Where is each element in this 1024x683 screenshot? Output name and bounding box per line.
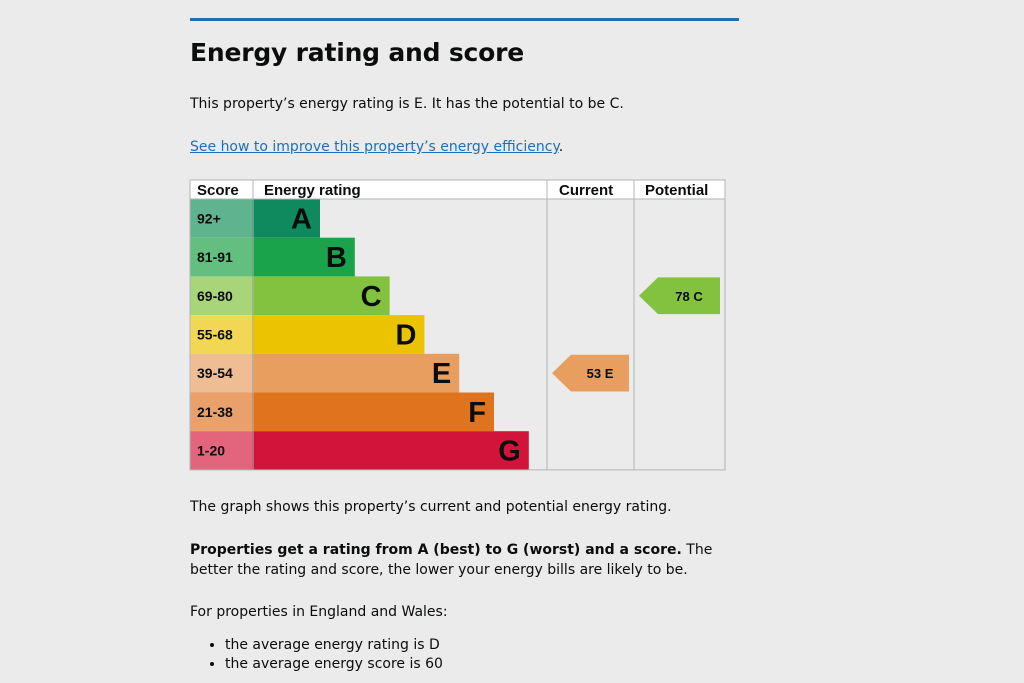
rating-bar	[252, 315, 425, 354]
graph-note: The graph shows this property’s current …	[190, 499, 672, 515]
column-header: Current	[559, 182, 613, 199]
score-cell	[190, 431, 253, 470]
rating-columns-bg	[547, 199, 725, 470]
column-header: Energy rating	[264, 182, 361, 199]
table-border	[189, 179, 726, 471]
rating-letter: G	[498, 436, 521, 468]
top-rule	[190, 18, 739, 21]
page-title: Energy rating and score	[190, 38, 524, 67]
averages-intro: For properties in England and Wales:	[190, 604, 448, 620]
score-label: 1-20	[197, 443, 225, 459]
score-cell	[190, 392, 253, 432]
rating-bar	[252, 392, 494, 432]
score-label: 69-80	[197, 288, 233, 304]
rating-bar	[252, 353, 460, 393]
rating-letter: D	[395, 319, 416, 351]
potential-rating-label: 78 C	[675, 289, 703, 304]
intro-text: This property’s energy rating is E. It h…	[190, 96, 624, 112]
rating-bar	[252, 276, 390, 316]
rating-letter: F	[468, 397, 486, 429]
rating-bar	[252, 237, 355, 277]
improve-link[interactable]: See how to improve this property’s energ…	[190, 139, 559, 155]
averages-list: the average energy rating is D the avera…	[190, 636, 443, 674]
score-cell	[190, 276, 253, 316]
rating-letter: B	[326, 242, 347, 274]
list-item: the average energy rating is D	[225, 636, 443, 655]
ratings-bold: Properties get a rating from A (best) to…	[190, 542, 682, 558]
column-header: Score	[197, 182, 239, 199]
score-label: 55-68	[197, 326, 233, 342]
rating-letter: C	[361, 281, 382, 313]
current-rating-label: 53 E	[587, 366, 614, 381]
ratings-rest: The better the rating and score, the low…	[190, 542, 713, 578]
column-header: Potential	[645, 182, 708, 199]
current-rating-arrow	[552, 354, 629, 392]
potential-rating-arrow	[639, 277, 720, 315]
rating-bar	[252, 431, 529, 470]
list-item: the average energy score is 60	[225, 655, 443, 674]
score-label: 21-38	[197, 404, 233, 420]
rating-bar	[252, 199, 320, 238]
score-label: 39-54	[197, 365, 233, 381]
ratings-explanation: Properties get a rating from A (best) to…	[190, 540, 730, 580]
score-cell	[190, 315, 253, 354]
score-cell	[190, 353, 253, 393]
rating-letter: A	[291, 203, 312, 235]
score-label: 92+	[197, 210, 221, 226]
score-cell	[190, 237, 253, 277]
score-label: 81-91	[197, 249, 233, 265]
rating-letter: E	[432, 358, 451, 390]
improve-paragraph: See how to improve this property’s energ…	[190, 137, 563, 157]
table-header-bg	[190, 180, 725, 199]
improve-suffix: .	[558, 139, 564, 155]
score-cell	[190, 199, 253, 238]
